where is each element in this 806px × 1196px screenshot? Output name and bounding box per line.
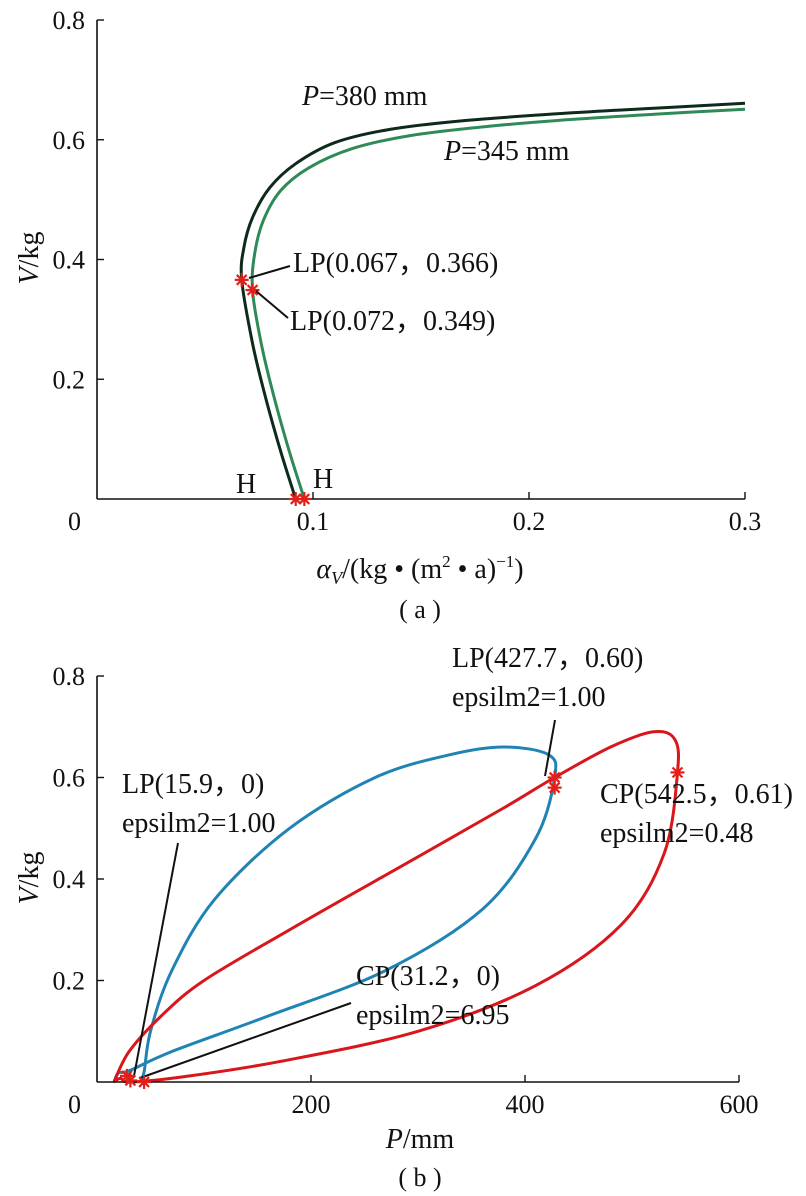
annotation-lp-427-7: LP(427.7，0.60)	[452, 643, 643, 674]
annotation-cp-31-2: CP(31.2，0)	[356, 961, 500, 992]
callout-line-lp-427-7	[544, 719, 556, 777]
bifurcation-marker-a-0-stroke	[235, 274, 248, 286]
bifurcation-marker-b-5-stroke	[671, 766, 684, 779]
panel-b: 0.2 0.4 0.6 0.8 200 400 600 0 LP(15.9，0) epsilm…	[14, 643, 793, 1192]
bifurcation-marker-b-4-stroke	[548, 781, 561, 794]
series-line-a-1	[250, 107, 746, 500]
y-tick-label-b: 0.2	[53, 967, 86, 996]
annotation-lp-0067: LP(0.067，0.366)	[293, 248, 498, 279]
callout-line-lp1	[248, 265, 291, 279]
bifurcation-marker-b-1-stroke	[124, 1074, 137, 1087]
x-axis-label-a: αV/(kg • (m2 • a)−1)	[316, 552, 523, 588]
annotation-lp-427-7-epsilm: epsilm2=1.00	[452, 682, 605, 713]
panel-label-b: ( b )	[398, 1163, 441, 1192]
y-tick-label-b: 0.6	[53, 764, 86, 793]
bifurcation-marker-b-4	[547, 780, 562, 795]
y-tick-label-a: 0.8	[53, 6, 86, 35]
bifurcation-marker-b-3-stroke	[548, 771, 561, 784]
annotation-h-right: H	[313, 464, 333, 495]
origin-label-b: 0	[68, 1090, 81, 1119]
bifurcation-marker-a-3-stroke	[298, 493, 311, 505]
x-tick-label-b: 600	[720, 1090, 759, 1119]
annotation-h-left: H	[236, 469, 256, 500]
bifurcation-marker-a-2-stroke	[289, 493, 302, 505]
bifurcation-marker-a-1-stroke	[246, 284, 259, 296]
x-tick-label-b: 400	[506, 1090, 545, 1119]
x-tick-label-a: 0.1	[297, 507, 330, 536]
y-tick-label-a: 0.2	[53, 365, 86, 394]
annotation-cp-31-2-epsilm: epsilm2=6.95	[356, 1000, 509, 1031]
y-tick-label-b: 0.8	[53, 662, 86, 691]
y-axis-label-a: V/kg	[14, 232, 45, 285]
series-label-p380: P=380 mm	[301, 81, 428, 112]
bifurcation-marker-a-1	[245, 283, 260, 298]
callout-line-lp2	[255, 290, 289, 319]
panel-label-a: ( a )	[399, 595, 441, 624]
bifurcation-marker-b-2-stroke	[138, 1076, 150, 1088]
x-axis-label-b: P/mm	[385, 1124, 455, 1155]
x-tick-label-b: 200	[292, 1090, 331, 1119]
annotation-cp-542-5-epsilm: epsilm2=0.48	[600, 818, 753, 849]
y-axis-label-b: V/kg	[14, 852, 45, 905]
y-tick-label-b: 0.4	[53, 865, 86, 894]
x-tick-label-a: 0.3	[729, 507, 762, 536]
annotation-lp-0072: LP(0.072，0.349)	[290, 306, 495, 337]
origin-label-a: 0	[68, 507, 81, 536]
annotation-lp-15-9-epsilm: epsilm2=1.00	[122, 808, 275, 839]
bifurcation-marker-a-0	[234, 272, 249, 287]
x-tick-label-a: 0.2	[513, 507, 546, 536]
annotation-cp-542-5: CP(542.5，0.61)	[600, 779, 793, 810]
bifurcation-marker-b-2	[137, 1075, 152, 1089]
series-label-p345: P=345 mm	[443, 136, 570, 167]
series-line-a-0	[239, 101, 746, 500]
series-line-b-1	[112, 730, 680, 1084]
y-tick-label-a: 0.6	[53, 126, 86, 155]
bifurcation-marker-b-5	[670, 765, 685, 780]
series-line-b-0	[112, 745, 558, 1083]
annotation-lp-15-9: LP(15.9，0)	[122, 769, 264, 800]
callout-line-cp-31-2	[139, 1002, 352, 1079]
bifurcation-marker-a-3	[297, 492, 312, 506]
y-tick-label-a: 0.4	[53, 246, 86, 275]
bifurcation-marker-b-1	[123, 1073, 138, 1088]
callout-line-lp-15-9	[133, 842, 179, 1077]
panel-a: 0.2 0.4 0.6 0.8 0.1 0.2 0.3 0 P=380 mm P=345 mm…	[14, 6, 761, 624]
